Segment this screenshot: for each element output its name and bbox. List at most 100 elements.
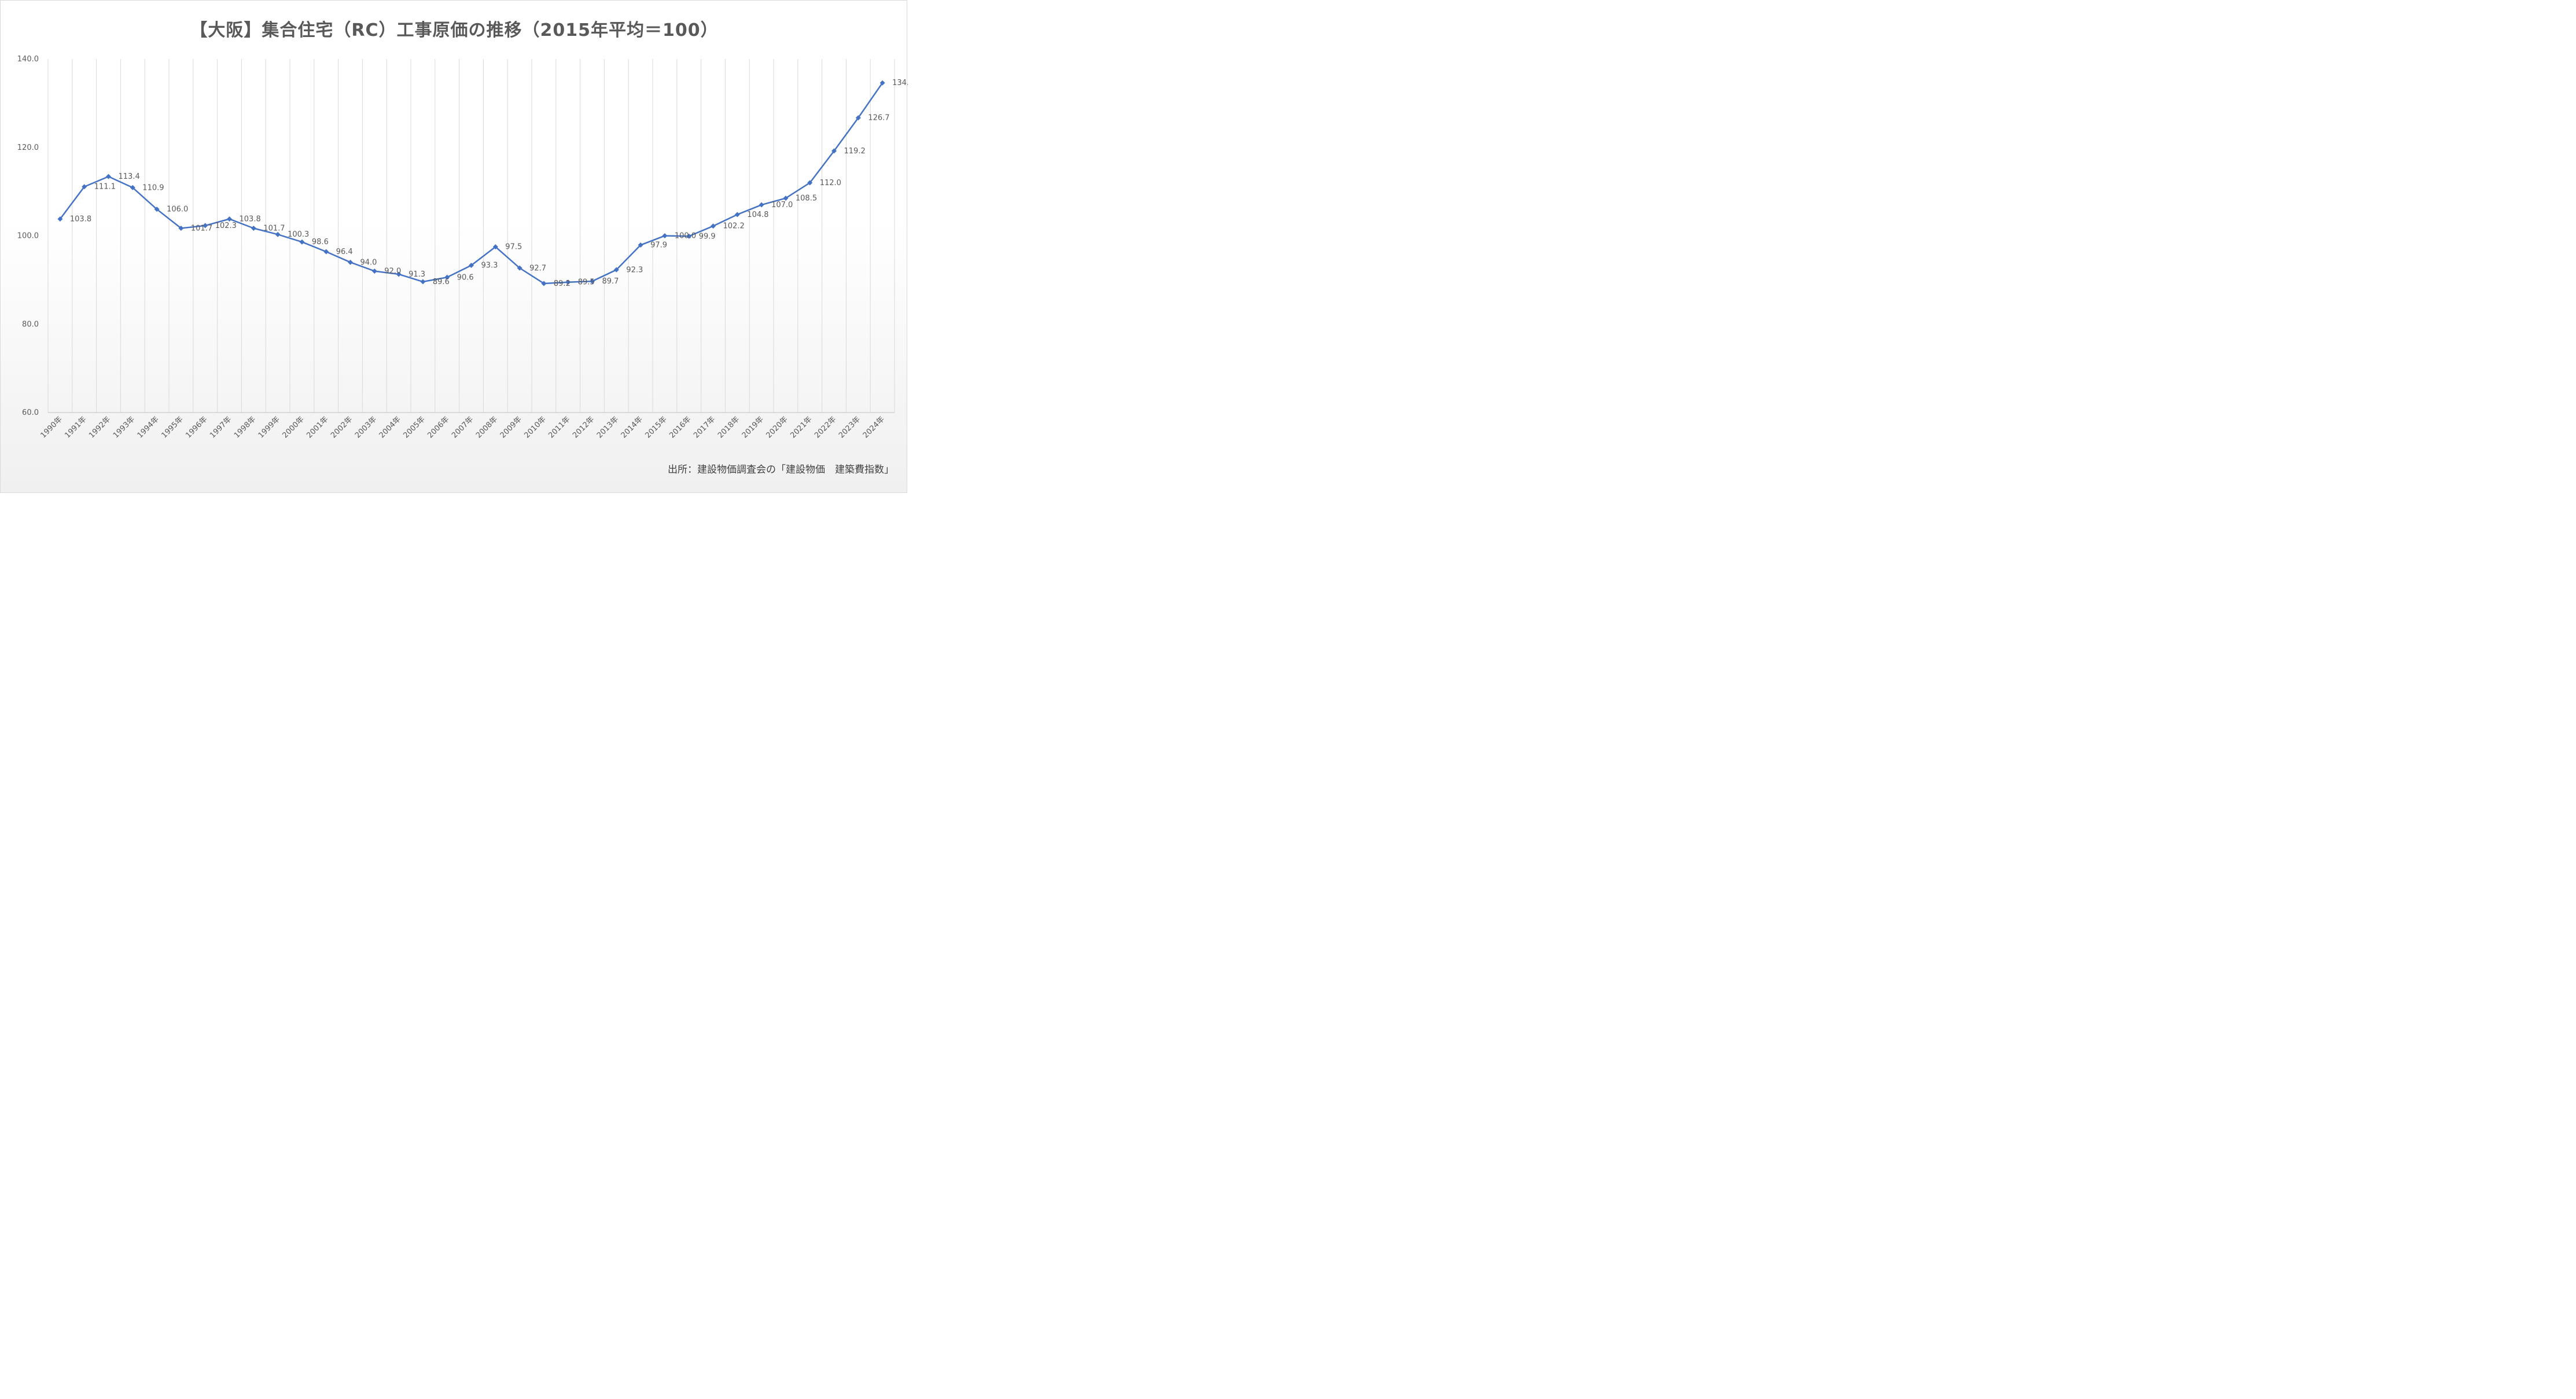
x-tick-label: 2011年	[547, 415, 572, 440]
data-point-marker	[541, 281, 547, 286]
x-tick-label: 1997年	[208, 415, 233, 440]
data-point-marker	[590, 278, 595, 284]
x-tick-label: 2016年	[668, 415, 693, 440]
x-tick-label: 1992年	[87, 415, 112, 440]
x-tick-label: 2007年	[450, 415, 475, 440]
x-tick-label: 2017年	[692, 415, 717, 440]
data-label: 100.0	[675, 232, 696, 241]
data-point-marker	[686, 233, 692, 239]
y-tick-label: 60.0	[22, 408, 39, 417]
x-axis-ticks: 1990年1991年1992年1993年1994年1995年1996年1997年…	[39, 415, 886, 440]
data-label: 100.3	[288, 230, 309, 239]
data-label: 106.0	[167, 205, 188, 214]
y-axis-ticks: 60.0 80.0 100.0 120.0 140.0	[17, 55, 39, 417]
data-point-marker	[517, 265, 522, 271]
data-label: 108.5	[796, 194, 817, 203]
data-point-marker	[711, 223, 716, 229]
x-tick-label: 2021年	[789, 415, 814, 440]
data-point-marker	[565, 279, 571, 285]
x-tick-label: 1996年	[184, 415, 209, 440]
data-point-marker	[469, 263, 474, 268]
data-label: 97.5	[505, 243, 522, 252]
data-label: 89.5	[578, 278, 595, 287]
source-note: 出所：建設物価調査会の「建設物価 建築費指数」	[668, 464, 894, 476]
x-tick-label: 1999年	[257, 415, 282, 440]
data-point-marker	[783, 196, 789, 201]
x-tick-label: 1994年	[136, 415, 161, 440]
x-tick-label: 2008年	[474, 415, 499, 440]
data-point-marker	[203, 223, 208, 229]
data-label: 111.1	[94, 183, 116, 192]
x-tick-label: 2015年	[644, 415, 669, 440]
x-tick-label: 1995年	[160, 415, 185, 440]
data-point-marker	[178, 226, 184, 231]
x-tick-label: 1998年	[233, 415, 257, 440]
x-tick-label: 1991年	[63, 415, 88, 440]
data-label: 92.7	[529, 264, 546, 273]
x-tick-label: 2002年	[329, 415, 354, 440]
chart-container: 【大阪】集合住宅（RC）工事原価の推移（2015年平均＝100） 60.0 80.…	[0, 0, 908, 493]
data-label: 89.6	[433, 278, 450, 286]
data-label: 103.8	[70, 215, 91, 223]
data-point-marker	[82, 184, 87, 190]
y-tick-label: 100.0	[17, 232, 39, 241]
data-label: 94.0	[360, 258, 377, 267]
data-point-marker	[57, 216, 63, 222]
x-tick-label: 2010年	[523, 415, 548, 440]
data-label: 103.8	[240, 215, 261, 223]
data-label: 101.7	[263, 224, 285, 233]
data-point-marker	[879, 80, 885, 86]
data-point-marker	[638, 242, 643, 248]
data-label: 93.3	[481, 262, 498, 270]
x-tick-label: 1990年	[39, 415, 64, 440]
x-tick-label: 2019年	[741, 415, 766, 440]
y-tick-label: 140.0	[17, 55, 39, 64]
y-tick-label: 120.0	[17, 143, 39, 152]
data-point-marker	[323, 249, 329, 255]
x-tick-label: 2023年	[837, 415, 862, 440]
data-point-marker	[831, 148, 837, 154]
x-tick-label: 2024年	[862, 415, 886, 440]
data-point-marker	[348, 259, 353, 265]
data-label: 90.6	[457, 273, 474, 282]
data-point-marker	[154, 207, 160, 212]
data-label: 102.3	[215, 222, 237, 230]
y-tick-label: 80.0	[22, 320, 39, 329]
data-label: 92.3	[626, 266, 643, 274]
data-label: 104.8	[747, 211, 768, 219]
data-point-marker	[662, 233, 668, 238]
data-point-marker	[759, 202, 764, 208]
x-tick-label: 2013年	[595, 415, 620, 440]
data-label: 102.2	[723, 222, 745, 231]
data-label: 134.6	[892, 79, 908, 87]
x-tick-label: 2004年	[378, 415, 403, 440]
series-line-path	[59, 82, 884, 285]
data-label: 112.0	[820, 179, 841, 187]
data-point-marker	[855, 115, 861, 121]
data-label: 107.0	[771, 201, 793, 209]
grid-lines	[47, 59, 895, 413]
x-tick-label: 2006年	[426, 415, 451, 440]
data-point-marker	[130, 185, 135, 190]
x-tick-label: 2014年	[620, 415, 645, 440]
x-tick-label: 2012年	[571, 415, 596, 440]
x-tick-label: 2018年	[716, 415, 741, 440]
x-tick-label: 2005年	[402, 415, 427, 440]
data-point-marker	[299, 239, 305, 245]
data-label: 110.9	[142, 183, 164, 192]
data-point-marker	[227, 216, 232, 222]
data-label: 96.4	[336, 248, 353, 256]
x-tick-label: 2000年	[281, 415, 306, 440]
x-tick-label: 2001年	[305, 415, 330, 440]
data-label: 92.0	[384, 267, 401, 276]
data-point-marker	[492, 244, 498, 250]
data-point-marker	[613, 267, 619, 273]
data-point-marker	[396, 271, 402, 277]
data-label: 119.2	[844, 147, 866, 156]
data-label: 101.7	[191, 224, 212, 233]
data-label: 91.3	[409, 270, 425, 279]
x-tick-label: 2020年	[765, 415, 790, 440]
data-point-marker	[444, 274, 450, 280]
